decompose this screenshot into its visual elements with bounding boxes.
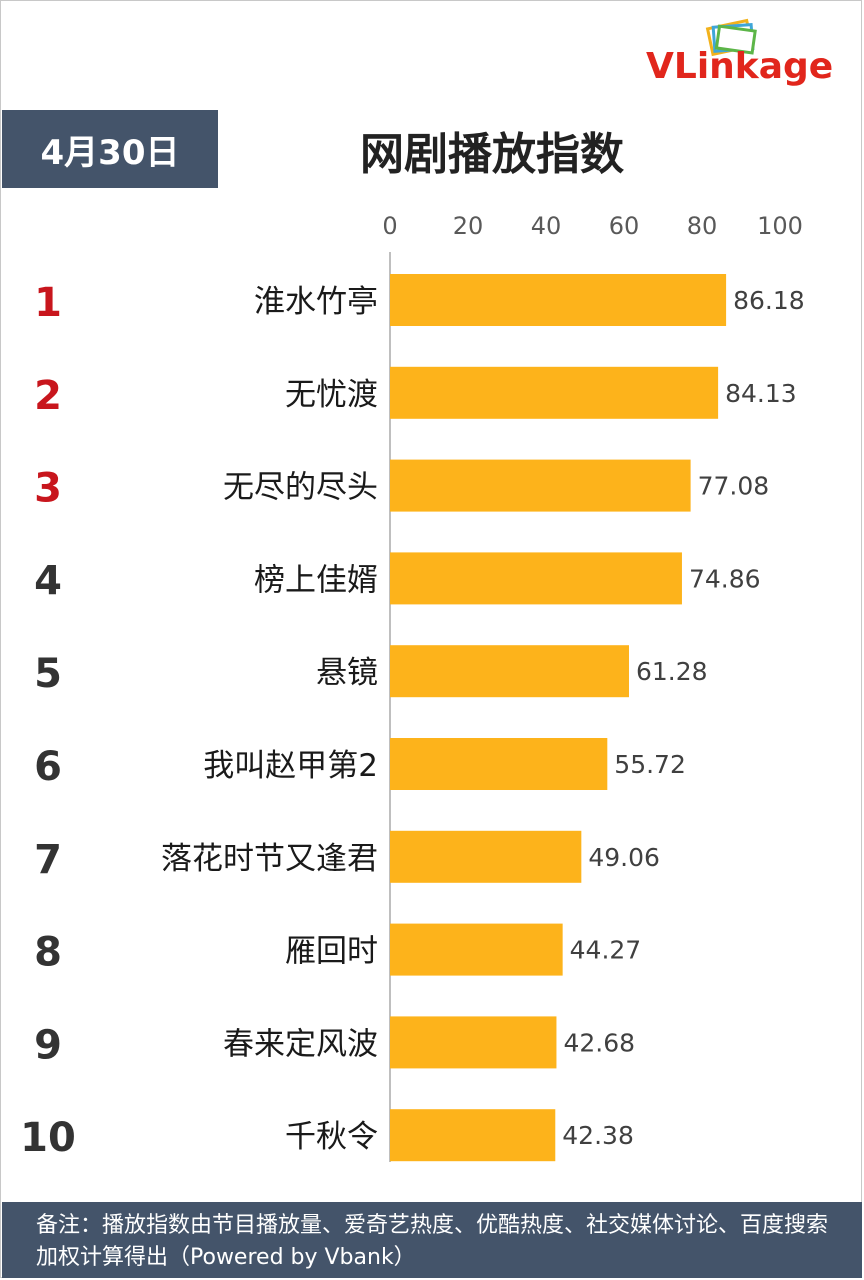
x-tick-label: 100 (757, 212, 803, 240)
x-tick-label: 60 (609, 212, 640, 240)
category-label: 榜上佳婿 (254, 562, 378, 598)
rank-number: 4 (34, 558, 62, 604)
logo-wordmark: VLinkage (646, 46, 833, 87)
bar (390, 1016, 557, 1069)
data-label: 55.72 (614, 750, 686, 779)
data-label: 74.86 (689, 564, 761, 593)
data-label: 84.13 (725, 379, 797, 408)
bar (390, 830, 582, 883)
rank-number: 9 (34, 1022, 62, 1068)
date-badge: 4月30日 (2, 110, 218, 188)
bar (390, 645, 629, 698)
vlinkage-logo: VLinkage (646, 16, 856, 96)
rank-number: 7 (34, 837, 62, 883)
bar (390, 923, 563, 976)
data-label: 42.68 (563, 1028, 635, 1057)
bar-chart: 0 20 40 60 80 100 86.18 淮水竹亭 1 84.13 无忧渡 2 77.08 无尽的尽… (20, 212, 805, 1162)
x-tick-label: 40 (531, 212, 562, 240)
category-label: 春来定风波 (223, 1026, 378, 1062)
rank-number: 1 (34, 280, 62, 326)
logo-v: V (646, 46, 674, 87)
data-label: 42.38 (562, 1121, 634, 1150)
footer-note: 备注：播放指数由节目播放量、爱奇艺热度、优酷热度、社交媒体讨论、百度搜索加权计算… (2, 1202, 862, 1278)
data-label: 49.06 (588, 843, 660, 872)
logo-link: Link (673, 46, 759, 87)
category-label: 淮水竹亭 (254, 284, 378, 320)
category-label: 无忧渡 (285, 377, 378, 413)
bar (390, 1109, 556, 1162)
chart-title: 网剧播放指数 (360, 129, 624, 180)
category-label: 落花时节又逢君 (161, 841, 378, 877)
x-tick-label: 20 (453, 212, 484, 240)
rank-number: 3 (34, 466, 62, 512)
data-label: 44.27 (570, 936, 642, 965)
category-label: 雁回时 (285, 934, 378, 970)
x-tick-label: 80 (687, 212, 718, 240)
data-label: 86.18 (733, 286, 805, 315)
data-label: 61.28 (636, 657, 708, 686)
category-label: 悬镜 (316, 655, 378, 691)
bar (390, 552, 682, 605)
rank-number: 6 (34, 744, 62, 790)
data-label: 77.08 (698, 472, 770, 501)
bar (390, 274, 727, 326)
logo-age: age (758, 46, 834, 87)
bar (390, 459, 691, 512)
rank-number: 2 (34, 373, 62, 419)
stacked-cards-icon (705, 18, 757, 57)
category-label: 我叫赵甲第2 (203, 748, 378, 784)
rank-number: 5 (34, 651, 62, 697)
category-label: 千秋令 (285, 1119, 378, 1155)
bar (390, 738, 608, 790)
rank-number: 10 (20, 1115, 76, 1161)
x-tick-label: 0 (382, 212, 397, 240)
bar (390, 366, 719, 419)
rank-number: 8 (34, 930, 62, 976)
category-label: 无尽的尽头 (223, 470, 378, 506)
